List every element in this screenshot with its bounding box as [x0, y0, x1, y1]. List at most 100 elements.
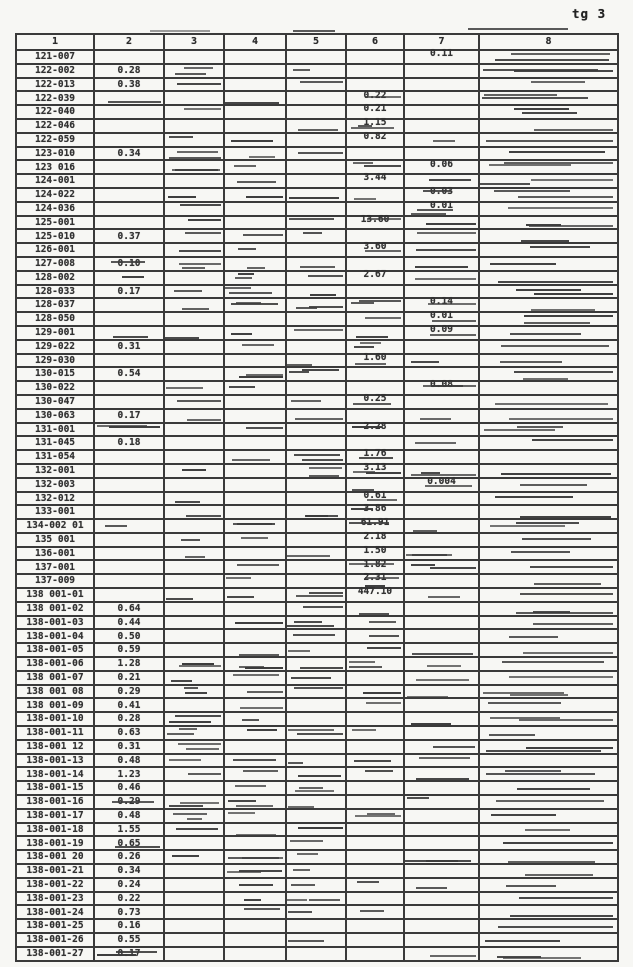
row-id-cell: 128-033 [15, 283, 95, 300]
row-id-cell: 137-009 [15, 573, 95, 590]
table-row: 134-002 01 61.91 [15, 518, 619, 534]
cell-value: 0.73 [117, 906, 141, 918]
scan-artifact [352, 162, 373, 165]
value-cell-col2 [93, 324, 165, 341]
scan-artifact [433, 745, 475, 748]
value-cell-col2: 0.34 [93, 145, 165, 162]
scan-artifact [484, 428, 555, 431]
value-cell-col6 [345, 932, 405, 948]
value-cell-col3 [163, 90, 225, 107]
scan-artifact [516, 289, 582, 292]
value-cell-col6 [345, 656, 405, 672]
row-id-cell: 132-003 [15, 476, 95, 493]
scan-artifact [483, 68, 598, 71]
scan-artifact [299, 266, 335, 269]
table-row: 128-033 0.17 [15, 283, 619, 300]
scan-artifact [176, 399, 222, 402]
row-id-cell: 126-001 [15, 242, 95, 258]
scan-artifact [287, 761, 304, 764]
scan-artifact [523, 377, 569, 380]
value-cell-col5 [285, 476, 347, 493]
scan-artifact [176, 150, 218, 153]
value-cell-col2 [93, 449, 165, 465]
scan-artifact [236, 301, 262, 304]
scan-artifact [242, 719, 259, 722]
value-cell-col7 [403, 725, 480, 741]
table-row: 138-001-16 0.29 [15, 794, 619, 810]
value-cell-col8 [478, 918, 619, 934]
value-cell-col3 [163, 738, 225, 755]
value-cell-col8 [478, 435, 619, 452]
header-cell: 8 [478, 33, 619, 51]
value-cell-col7 [403, 131, 480, 148]
value-cell-col8 [478, 159, 619, 176]
value-cell-col8 [478, 545, 619, 562]
scan-artifact [174, 289, 202, 292]
row-id-cell: 138-001-05 [15, 642, 95, 659]
value-cell-col6 [345, 324, 405, 341]
scan-artifact [296, 852, 318, 855]
value-cell-col4 [223, 642, 287, 659]
scan-artifact [362, 692, 402, 695]
value-cell-col2: 0.17 [93, 945, 165, 962]
cell-value: 13.60 [360, 213, 390, 225]
scan-artifact [525, 829, 571, 832]
scan-artifact [298, 152, 344, 155]
scan-artifact [534, 293, 613, 296]
scan-artifact [483, 692, 565, 695]
value-cell-col5 [285, 186, 347, 203]
scan-artifact [410, 212, 446, 215]
scan-artifact [510, 52, 610, 55]
value-cell-col5 [285, 807, 347, 824]
value-cell-col6 [345, 738, 405, 755]
scan-artifact [489, 734, 536, 737]
scan-artifact [233, 673, 280, 676]
row-id-cell: 138-001-25 [15, 918, 95, 934]
table-row: 128-050 0.01 [15, 311, 619, 327]
value-cell-col4 [223, 738, 287, 755]
value-cell-col5 [285, 131, 347, 148]
scan-artifact [107, 101, 161, 104]
cell-value: 0.44 [117, 616, 141, 628]
scan-artifact [495, 403, 608, 406]
scan-artifact [488, 163, 572, 166]
value-cell-col2 [93, 90, 165, 107]
scan-artifact [532, 622, 613, 625]
row-id-cell: 138-001-10 [15, 711, 95, 728]
scan-artifact [185, 556, 206, 558]
scan-artifact [504, 770, 562, 773]
row-id: 122-059 [34, 133, 76, 145]
value-cell-col3 [163, 490, 225, 507]
scan-artifact [529, 225, 613, 228]
value-cell-col4 [223, 131, 287, 148]
value-cell-col4 [223, 352, 287, 369]
row-id: 130-015 [34, 368, 76, 380]
cell-value: 0.28 [117, 64, 141, 76]
table-row: 128-037 0.14 [15, 297, 619, 314]
scan-artifact [246, 373, 284, 376]
value-cell-col4 [223, 421, 287, 438]
value-cell-col2 [93, 269, 165, 286]
cell-value: 1.50 [363, 544, 387, 556]
value-cell-col4 [223, 311, 287, 327]
value-cell-col6 [345, 76, 405, 93]
value-cell-col8 [478, 476, 619, 493]
cell-value: 0.08 [430, 379, 453, 391]
value-cell-col7 [403, 421, 480, 438]
cell-value: 0.37 [117, 230, 141, 242]
table-row: 123-010 0.34 [15, 145, 619, 162]
row-id: 132-003 [34, 478, 76, 490]
scan-artifact [238, 273, 255, 276]
value-cell-col5 [285, 656, 347, 672]
value-cell-col8 [478, 835, 619, 852]
row-id-cell: 132-001 [15, 462, 95, 479]
row-id-cell: 138-001-18 [15, 821, 95, 838]
value-cell-col5 [285, 669, 347, 686]
cell-value: 3.60 [363, 241, 387, 253]
scan-artifact [491, 813, 557, 816]
row-id: 125-010 [34, 230, 76, 242]
value-cell-col7 [403, 518, 480, 534]
scan-artifact [412, 554, 447, 557]
